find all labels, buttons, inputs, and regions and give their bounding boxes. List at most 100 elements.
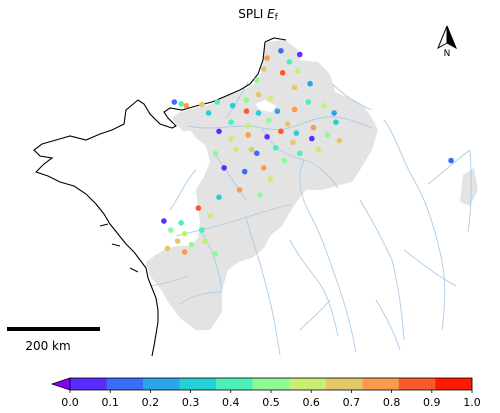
islands: [99, 223, 139, 273]
station-marker: [253, 77, 260, 83]
station-marker: [267, 176, 274, 182]
station-marker: [297, 150, 303, 157]
station-marker: [295, 68, 301, 74]
station-marker: [279, 70, 286, 76]
map-title: SPLI Ef: [238, 7, 279, 23]
station-marker: [195, 205, 202, 211]
station-marker: [245, 123, 251, 129]
colorbar-segment: [362, 378, 400, 390]
station-marker: [171, 99, 178, 105]
station-marker: [228, 119, 234, 125]
station-marker: [307, 80, 313, 87]
east-region-fragment: [460, 168, 478, 206]
colorbar-tick-label: 0.3: [182, 396, 200, 409]
colorbar-tick-label: 0.5: [262, 396, 280, 409]
station-marker: [188, 241, 195, 248]
station-marker: [260, 165, 267, 171]
station-marker: [310, 124, 317, 131]
station-marker: [264, 55, 270, 61]
station-marker: [278, 48, 284, 54]
station-marker: [161, 218, 167, 224]
station-marker: [228, 135, 234, 142]
scale-bar: 200 km: [7, 327, 100, 353]
station-marker: [164, 245, 171, 252]
station-marker: [321, 102, 327, 109]
station-marker: [315, 146, 322, 153]
colorbar-tick-label: 0.7: [343, 396, 361, 409]
station-marker: [214, 99, 220, 105]
station-marker: [181, 231, 188, 237]
station-marker: [233, 146, 239, 153]
lake-gap: [255, 100, 276, 112]
station-marker: [290, 139, 296, 146]
north-arrow: N: [436, 25, 458, 59]
station-marker: [448, 157, 454, 164]
colorbar-segment: [143, 378, 180, 390]
station-marker: [291, 106, 298, 113]
title-prefix: SPLI: [238, 7, 267, 21]
station-marker: [212, 251, 219, 257]
station-marker: [245, 132, 251, 138]
station-marker: [272, 145, 279, 151]
station-marker: [241, 168, 248, 175]
colorbar-tick-label: 0.1: [101, 396, 119, 409]
colorbar-segment: [398, 378, 436, 390]
colorbar-segment: [325, 378, 363, 390]
scale-bar-label: 200 km: [25, 339, 70, 353]
station-marker: [333, 119, 339, 125]
colorbar-segment: [252, 378, 290, 390]
station-marker: [178, 220, 184, 226]
station-marker: [202, 238, 208, 244]
station-marker: [243, 108, 250, 114]
station-marker: [278, 128, 284, 135]
colorbar-tick-label: 0.4: [222, 396, 240, 409]
colorbar-segment: [435, 378, 473, 390]
station-marker: [205, 110, 212, 116]
station-marker: [266, 117, 272, 124]
colorbar-segment: [179, 378, 217, 390]
north-label: N: [444, 49, 451, 59]
station-marker: [229, 102, 236, 109]
station-marker: [297, 51, 303, 58]
colorbar-tick-label: 0.2: [142, 396, 160, 409]
station-marker: [255, 91, 262, 98]
station-marker: [199, 101, 205, 108]
station-marker: [199, 227, 205, 233]
colorbar-segment: [289, 378, 327, 390]
station-marker: [309, 135, 315, 142]
study-region: [146, 40, 378, 330]
station-marker: [236, 187, 243, 193]
coastline: [33, 37, 287, 357]
title-variable: E: [267, 7, 275, 21]
station-marker: [207, 212, 214, 219]
station-marker: [336, 137, 343, 144]
colorbar-tick-label: 0.6: [302, 396, 320, 409]
station-marker: [264, 134, 270, 140]
station-marker: [248, 146, 255, 153]
colorbar-tick-label: 0.8: [383, 396, 401, 409]
colorbar-tick-label: 0.9: [423, 396, 441, 409]
colorbar-segment: [216, 378, 253, 390]
colorbar-tick-label: 1.0: [463, 396, 481, 409]
station-marker: [291, 84, 298, 91]
station-marker: [221, 165, 227, 171]
colorbar-extend-triangle: [50, 377, 71, 391]
station-marker: [286, 59, 293, 65]
station-marker: [260, 66, 267, 72]
station-marker: [305, 99, 312, 105]
station-marker: [174, 238, 181, 244]
colorbar-segment: [106, 378, 144, 390]
station-marker: [284, 121, 291, 127]
station-marker: [178, 101, 184, 107]
station-marker: [274, 108, 281, 114]
station-marker: [324, 132, 331, 138]
station-marker: [255, 110, 262, 116]
colorbar-segment: [70, 378, 107, 390]
river-network: [149, 81, 472, 356]
station-marker: [181, 249, 188, 255]
station-marker: [331, 110, 337, 116]
station-marker: [267, 95, 274, 102]
colorbar-tick-label: 0.0: [61, 396, 79, 409]
station-markers: [161, 48, 454, 257]
